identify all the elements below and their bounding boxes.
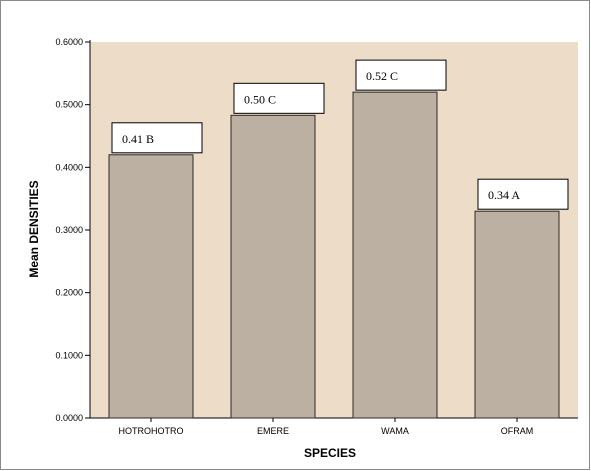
y-tick-label: 0.2000 bbox=[55, 288, 83, 298]
y-axis-ticks: 0.0000 0.1000 0.2000 0.3000 0.4000 0.5000 0.60… bbox=[55, 37, 90, 423]
y-tick-label: 0.6000 bbox=[55, 37, 83, 47]
annotation-box bbox=[111, 122, 203, 154]
bar-emere bbox=[230, 114, 316, 419]
x-tick-label: OFRAM bbox=[501, 426, 534, 436]
annotation-label: 0.52 C bbox=[366, 69, 398, 83]
annotation-label: 0.50 C bbox=[244, 92, 276, 106]
annotation-box bbox=[233, 82, 325, 114]
bar-wama bbox=[352, 91, 438, 419]
x-axis-tick-labels: HOTROHOTRO EMERE WAMA OFRAM bbox=[119, 418, 534, 436]
y-tick-label: 0.1000 bbox=[55, 350, 83, 360]
bar-ofram bbox=[474, 210, 560, 419]
annotation-box bbox=[477, 178, 569, 210]
x-tick-label: HOTROHOTRO bbox=[119, 426, 184, 436]
y-tick-label: 0.3000 bbox=[55, 225, 83, 235]
annotation-box bbox=[355, 59, 447, 91]
y-tick-label: 0.5000 bbox=[55, 100, 83, 110]
bar-hotrohotro bbox=[108, 154, 194, 419]
y-tick-label: 0.0000 bbox=[55, 413, 83, 423]
bar-annotations: 0.41 B 0.50 C 0.52 C 0.34 A bbox=[111, 59, 569, 210]
x-tick-label: EMERE bbox=[257, 426, 289, 436]
x-tick-label: WAMA bbox=[381, 426, 409, 436]
bars bbox=[108, 91, 560, 419]
annotation-label: 0.34 A bbox=[488, 188, 520, 202]
y-axis-title: Mean DENSITIES bbox=[27, 180, 41, 277]
annotation-label: 0.41 B bbox=[122, 132, 154, 146]
y-tick-label: 0.4000 bbox=[55, 162, 83, 172]
x-axis-title: SPECIES bbox=[304, 446, 356, 460]
